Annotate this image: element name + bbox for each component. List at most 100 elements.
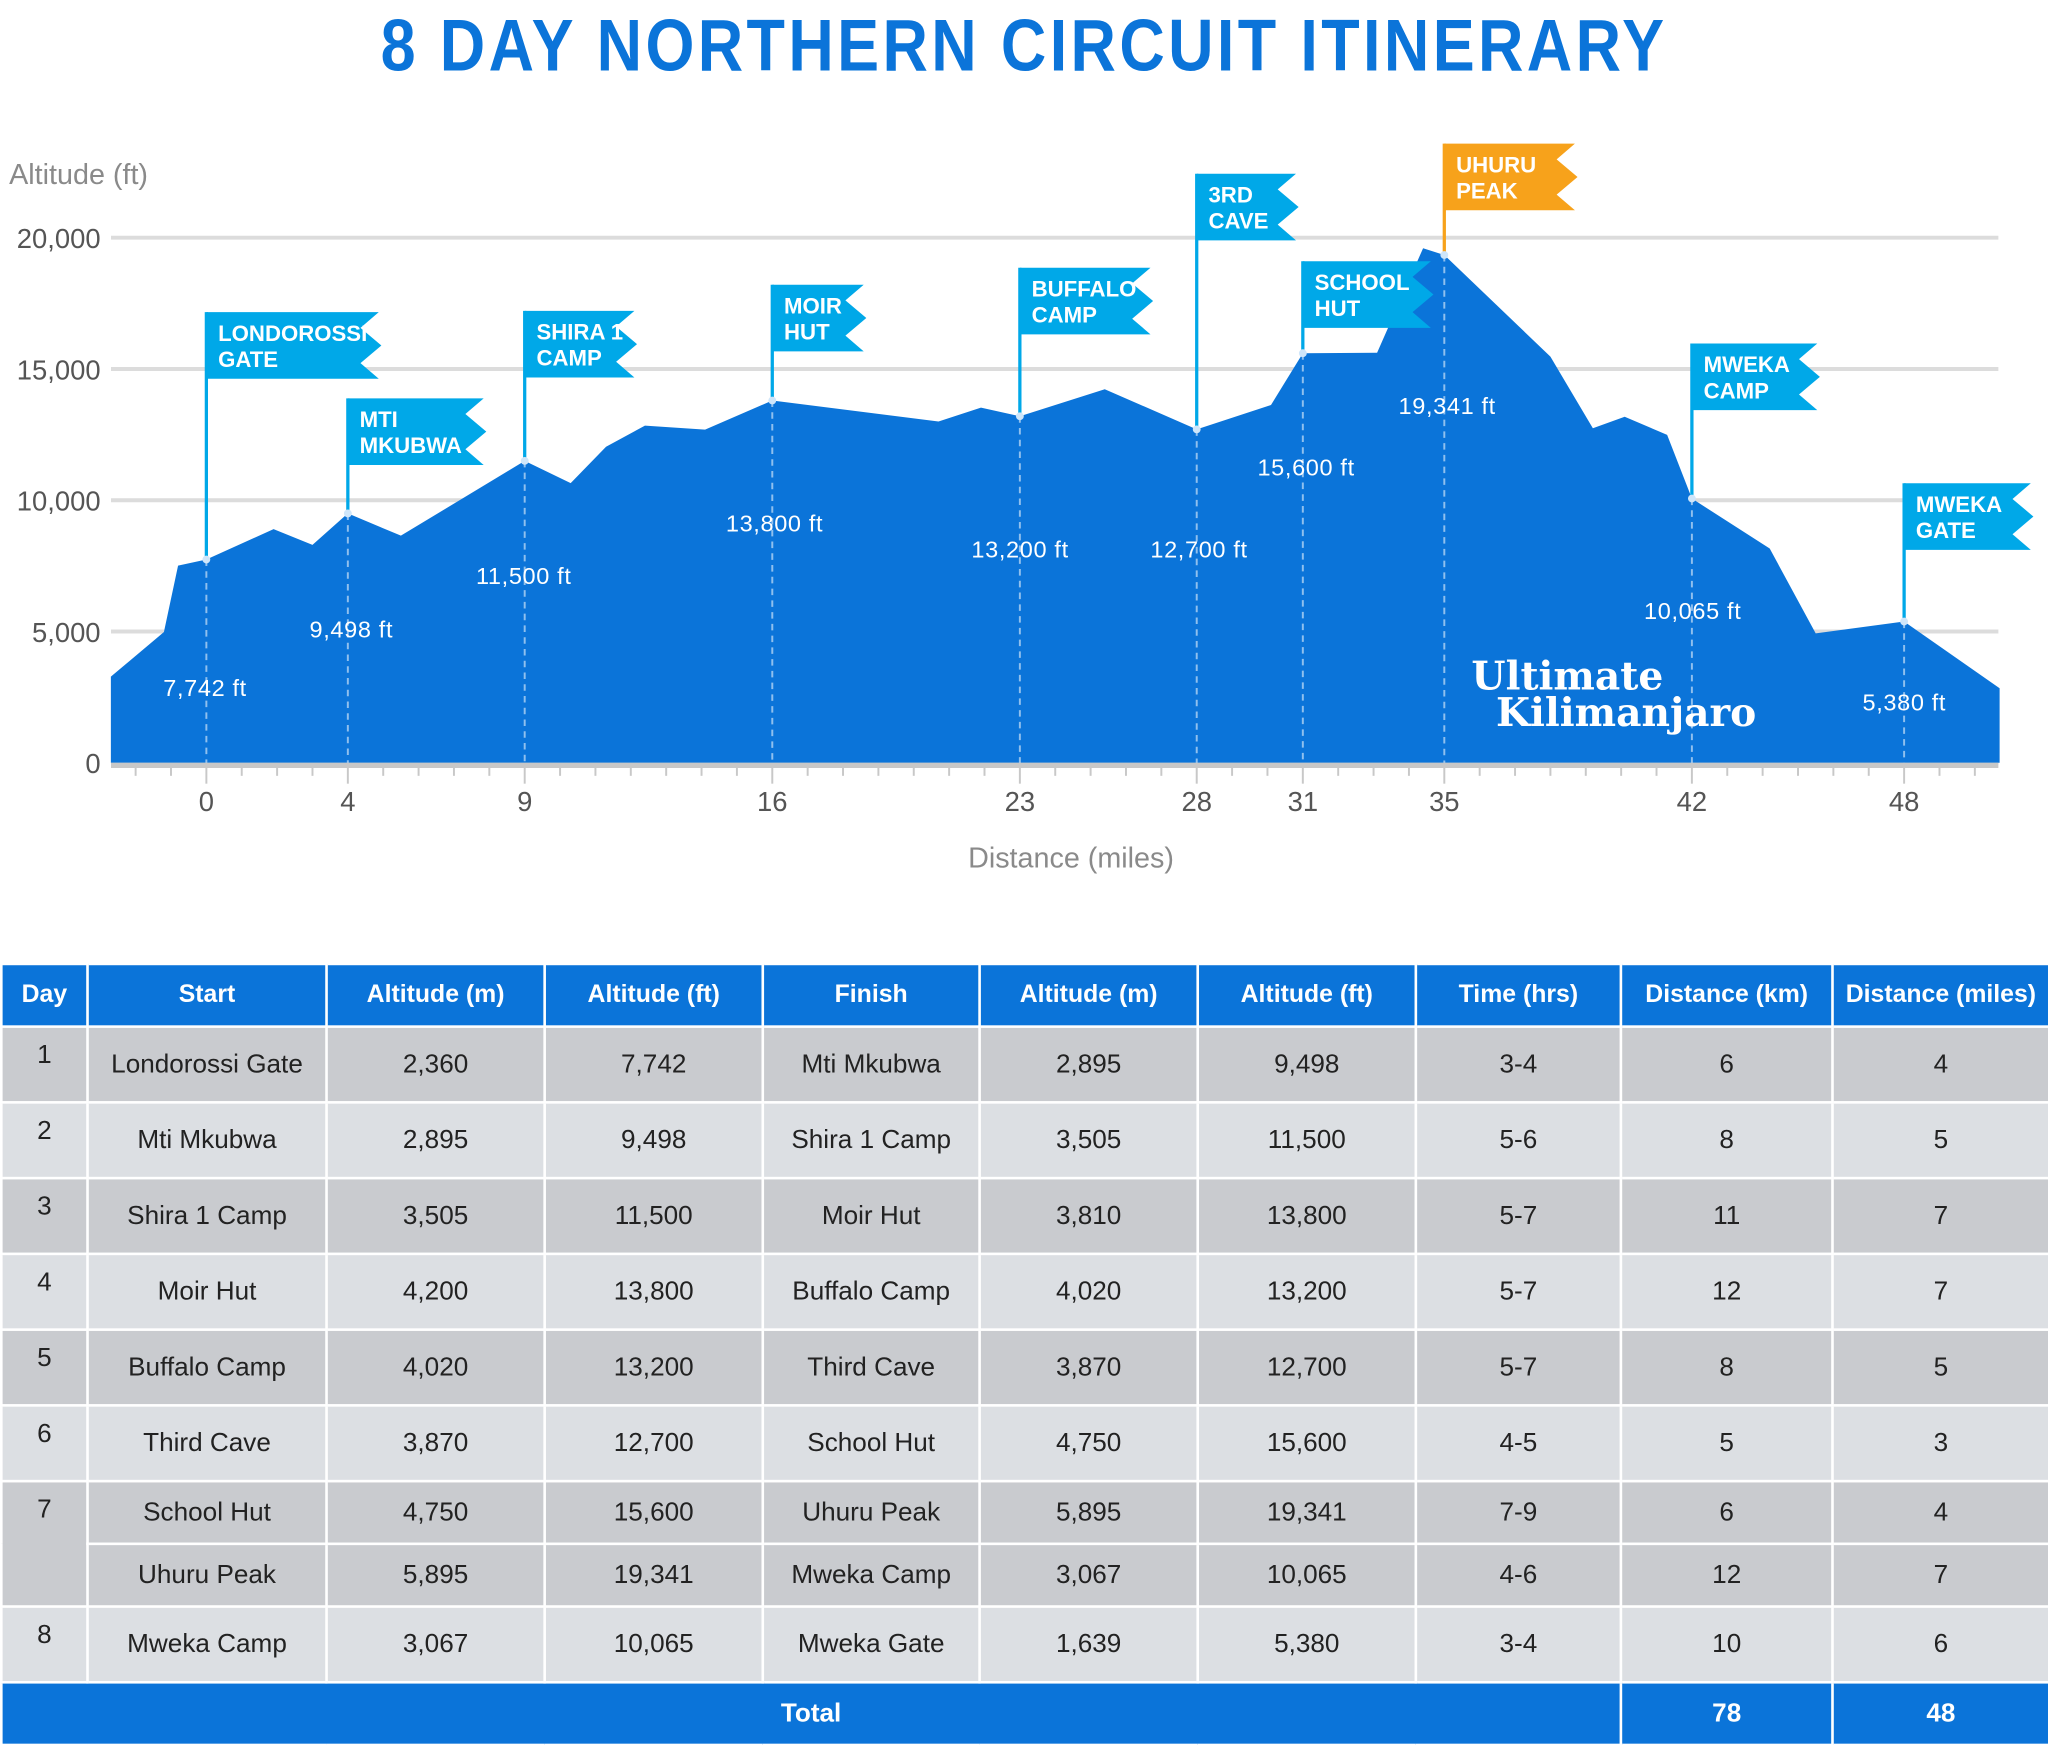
table-cell: 5-7 <box>1414 1176 1623 1256</box>
waypoint-marker <box>1298 349 1307 358</box>
flag-label: GATE <box>1916 518 1976 543</box>
table-cell: 3,067 <box>978 1542 1200 1608</box>
column-header: Distance (km) <box>1619 962 1834 1028</box>
flag-label: MOIR <box>784 293 842 318</box>
table-cell: School Hut <box>761 1404 981 1483</box>
table-cell: 19,341 <box>543 1542 765 1608</box>
total-row: Total 78 48 <box>0 1680 2048 1746</box>
waypoint-flag <box>1904 483 2034 550</box>
waypoint-marker <box>1015 412 1024 421</box>
table-cell: 5,895 <box>325 1542 546 1608</box>
altitude-data-label: 7,742 ft <box>163 675 247 701</box>
table-cell: 7 <box>1831 1542 2048 1608</box>
table-cell: 11,500 <box>543 1176 765 1256</box>
flag-label: LONDOROSSI <box>218 321 367 346</box>
table-cell: 11 <box>1619 1176 1834 1256</box>
day-cell: 2 <box>0 1101 89 1180</box>
table-cell: 10,065 <box>1196 1542 1418 1608</box>
table-cell: 3-4 <box>1414 1025 1623 1104</box>
waypoint-marker <box>343 509 352 518</box>
waypoint-flag <box>206 312 382 379</box>
flag-label: MKUBWA <box>360 433 462 458</box>
table-cell: 15,600 <box>1196 1404 1418 1483</box>
altitude-profile-chart: Altitude (ft) 0 5,000 10,000 15,000 20,000 0 4 9… <box>9 143 2034 874</box>
table-cell: Shira 1 Camp <box>761 1101 981 1180</box>
itinerary-table: Day Start Altitude (m) Altitude (ft) Finish A… <box>0 962 2048 1746</box>
x-tick-label: 35 <box>1429 786 1459 817</box>
table-cell: 6 <box>1619 1025 1834 1104</box>
flag-label: 3RD <box>1208 182 1252 207</box>
table-cell: 3,505 <box>325 1176 546 1256</box>
day-cell: 6 <box>0 1404 89 1483</box>
table-cell: 9,498 <box>1196 1025 1418 1104</box>
table-cell: 4-5 <box>1414 1404 1623 1483</box>
y-tick-label: 10,000 <box>17 486 101 517</box>
table-cell: 2,895 <box>978 1025 1200 1104</box>
table-cell: 4 <box>1831 1479 2048 1546</box>
day-cell: 1 <box>0 1025 89 1104</box>
y-axis-label: Altitude (ft) <box>9 159 148 191</box>
altitude-area <box>110 248 2000 763</box>
logo: Ultimate Kilimanjaro <box>1471 654 1756 737</box>
x-tick-label: 48 <box>1889 786 1919 817</box>
waypoint-flag <box>1196 173 1299 241</box>
table-cell: 4,200 <box>325 1252 546 1331</box>
altitude-data-label: 13,200 ft <box>971 537 1068 563</box>
waypoint-flag <box>1302 261 1434 328</box>
x-tick-label: 31 <box>1288 786 1318 817</box>
altitude-data-label: 5,380 ft <box>1863 690 1947 716</box>
table-cell: 12 <box>1619 1542 1834 1608</box>
x-tick-label: 28 <box>1181 786 1211 817</box>
table-cell: 4 <box>1831 1025 2048 1104</box>
table-cell: 5 <box>1831 1328 2048 1407</box>
altitude-data-label: 13,800 ft <box>726 511 823 537</box>
table-row: 7 School Hut 4,750 15,600 Uhuru Peak 5,895 19,… <box>0 1479 2048 1608</box>
total-label: Total <box>0 1680 1623 1746</box>
x-tick-label: 9 <box>517 786 532 817</box>
column-header: Time (hrs) <box>1414 962 1623 1028</box>
table-cell: 3,505 <box>978 1101 1200 1180</box>
table-cell: 5,380 <box>1196 1605 1418 1684</box>
altitude-data-label: 9,498 ft <box>310 616 394 642</box>
table-cell: Third Cave <box>761 1328 981 1407</box>
table-cell: Londorossi Gate <box>86 1025 328 1104</box>
table-cell: Mweka Camp <box>86 1605 328 1684</box>
table-cell: 7-9 <box>1414 1479 1623 1546</box>
column-header: Altitude (m) <box>325 962 546 1028</box>
waypoint-flag <box>1019 267 1154 335</box>
column-header: Altitude (ft) <box>1196 962 1418 1028</box>
day-cell: 5 <box>0 1328 89 1407</box>
day-cell: 7 <box>0 1479 89 1608</box>
table-cell: Third Cave <box>86 1404 328 1483</box>
altitude-data-label: 10,065 ft <box>1644 598 1741 624</box>
table-cell: 6 <box>1619 1479 1834 1546</box>
y-tick-label: 0 <box>85 748 100 779</box>
table-cell: Buffalo Camp <box>86 1328 328 1407</box>
table-cell: 5,895 <box>978 1479 1200 1546</box>
day-cell: 4 <box>0 1252 89 1331</box>
table-cell: 7 <box>1831 1176 2048 1256</box>
table-cell: 19,341 <box>1196 1479 1418 1546</box>
table-cell: Mti Mkubwa <box>86 1101 328 1180</box>
waypoint-marker <box>1900 617 1909 626</box>
table-cell: 4-6 <box>1414 1542 1623 1608</box>
table-cell: 4,020 <box>978 1252 1200 1331</box>
table-cell: 13,800 <box>1196 1176 1418 1256</box>
table-cell: 11,500 <box>1196 1101 1418 1180</box>
table-header-row: Day Start Altitude (m) Altitude (ft) Finish A… <box>0 962 2048 1028</box>
table-cell: 2,895 <box>325 1101 546 1180</box>
table-cell: 10,065 <box>543 1605 765 1684</box>
table-cell: 8 <box>1619 1101 1834 1180</box>
table-cell: Mweka Camp <box>761 1542 981 1608</box>
table-cell: 5-7 <box>1414 1328 1623 1407</box>
table-cell: 10 <box>1619 1605 1834 1684</box>
table-cell: 8 <box>1619 1328 1834 1407</box>
flag-label: CAMP <box>1704 378 1770 403</box>
table-cell: 4,750 <box>325 1479 546 1546</box>
table-cell: Moir Hut <box>761 1176 981 1256</box>
waypoint-flag <box>524 310 638 378</box>
x-tick-label: 16 <box>757 786 787 817</box>
table-cell: 3,870 <box>325 1404 546 1483</box>
table-cell: School Hut <box>86 1479 328 1546</box>
table-cell: 4,020 <box>325 1328 546 1407</box>
